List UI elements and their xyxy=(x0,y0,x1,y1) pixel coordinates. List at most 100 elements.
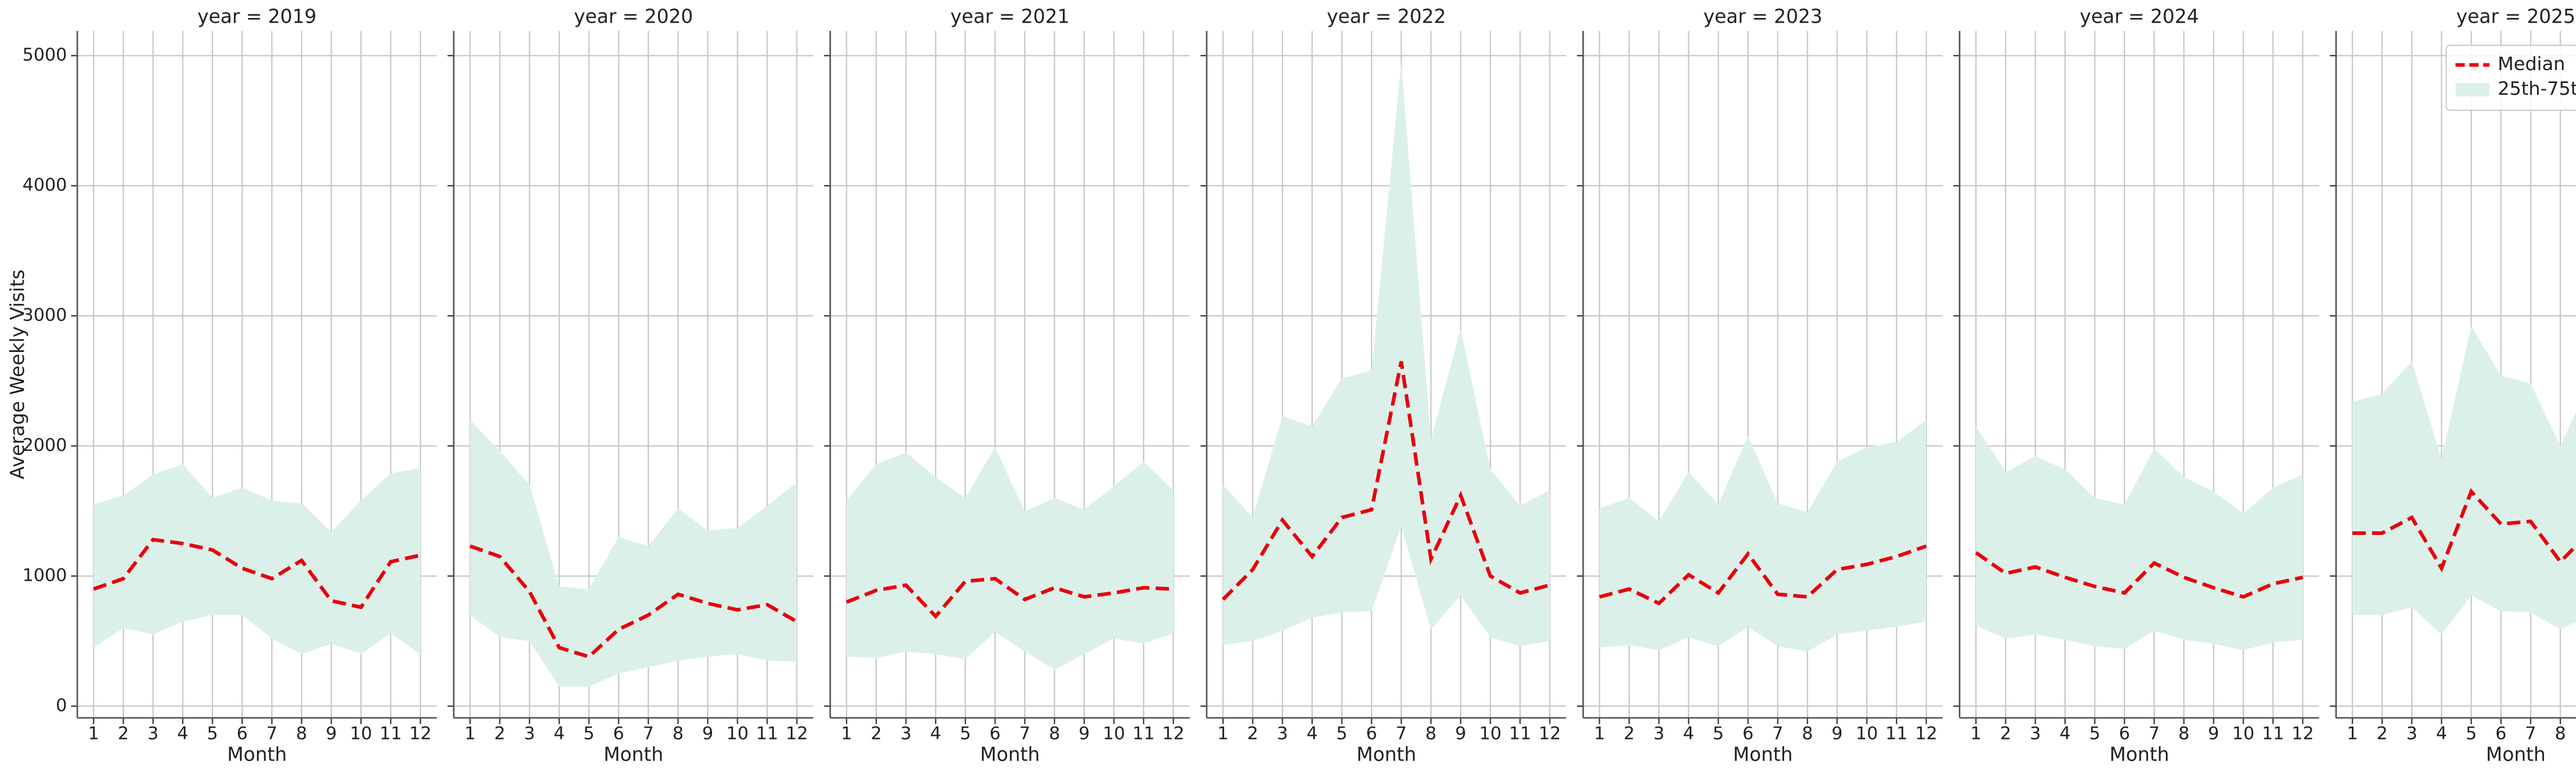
legend-label: 25th-75th Percentile xyxy=(2498,78,2576,99)
x-tick-label: 7 xyxy=(1396,724,1407,744)
x-tick-label: 6 xyxy=(990,724,1001,744)
panel-title: year = 2024 xyxy=(2080,6,2199,28)
median-line xyxy=(1222,361,1551,601)
x-tick-label: 5 xyxy=(960,724,971,744)
x-tick-label: 6 xyxy=(2119,724,2130,744)
panel-title: year = 2025 xyxy=(2456,6,2575,28)
x-tick-label: 10 xyxy=(1479,724,1501,744)
x-tick-label: 5 xyxy=(1713,724,1724,744)
x-tick-label: 6 xyxy=(1742,724,1754,744)
panel-title: year = 2022 xyxy=(1327,6,1446,28)
x-tick-label: 4 xyxy=(1683,724,1694,744)
x-tick-label: 5 xyxy=(207,724,218,744)
x-tick-label: 4 xyxy=(1307,724,1318,744)
x-axis-label: Month xyxy=(1357,744,1416,766)
x-tick-label: 8 xyxy=(1049,724,1060,744)
x-tick-label: 11 xyxy=(1509,724,1531,744)
y-tick-label: 0 xyxy=(56,695,67,716)
x-tick-label: 1 xyxy=(1594,724,1605,744)
panel-title: year = 2023 xyxy=(1703,6,1822,28)
percentile-band xyxy=(93,464,420,654)
x-tick-label: 1 xyxy=(841,724,852,744)
median-line xyxy=(1975,551,2303,599)
x-tick-label: 7 xyxy=(2148,724,2160,744)
x-tick-label: 6 xyxy=(236,724,248,744)
x-tick-label: 1 xyxy=(465,724,476,744)
x-tick-label: 9 xyxy=(1079,724,1090,744)
x-axis-label: Month xyxy=(227,744,287,766)
x-tick-label: 9 xyxy=(702,724,714,744)
x-tick-label: 7 xyxy=(643,724,654,744)
y-tick-label: 3000 xyxy=(22,305,67,325)
x-tick-label: 8 xyxy=(2178,724,2190,744)
x-tick-label: 8 xyxy=(1426,724,1437,744)
y-axis-label: Average Weekly Visits xyxy=(7,270,29,479)
x-tick-label: 1 xyxy=(1970,724,1981,744)
percentile-band xyxy=(846,447,1174,670)
x-tick-label: 3 xyxy=(524,724,535,744)
x-axis-label: Month xyxy=(980,744,1040,766)
x-tick-label: 8 xyxy=(672,724,684,744)
x-tick-label: 12 xyxy=(786,724,808,744)
x-tick-label: 8 xyxy=(1802,724,1813,744)
x-tick-label: 10 xyxy=(350,724,372,744)
x-tick-label: 1 xyxy=(88,724,99,744)
y-tick-label: 2000 xyxy=(22,435,67,456)
x-tick-label: 6 xyxy=(1366,724,1377,744)
x-tick-label: 6 xyxy=(2495,724,2506,744)
x-tick-label: 10 xyxy=(726,724,749,744)
x-tick-label: 10 xyxy=(2232,724,2255,744)
x-tick-label: 12 xyxy=(1162,724,1184,744)
median-line xyxy=(1599,544,1927,606)
x-tick-label: 4 xyxy=(2436,724,2447,744)
percentile-band xyxy=(1599,419,1926,652)
median-line xyxy=(845,577,1174,619)
x-tick-label: 8 xyxy=(2555,724,2566,744)
x-tick-label: 2 xyxy=(1623,724,1635,744)
panel-title: year = 2019 xyxy=(197,6,316,28)
x-tick-label: 9 xyxy=(326,724,337,744)
x-tick-label: 4 xyxy=(177,724,189,744)
panel-title: year = 2021 xyxy=(951,6,1070,28)
x-axis-label: Month xyxy=(1733,744,1793,766)
y-tick-label: 1000 xyxy=(22,565,67,585)
x-tick-label: 4 xyxy=(2059,724,2071,744)
x-tick-label: 9 xyxy=(1455,724,1466,744)
x-tick-label: 11 xyxy=(2262,724,2284,744)
x-tick-label: 12 xyxy=(1915,724,1937,744)
x-axis-label: Month xyxy=(2109,744,2169,766)
x-tick-label: 11 xyxy=(1132,724,1155,744)
x-tick-label: 7 xyxy=(2525,724,2536,744)
x-tick-label: 11 xyxy=(380,724,402,744)
x-tick-label: 7 xyxy=(1019,724,1030,744)
x-tick-label: 2 xyxy=(1247,724,1259,744)
x-tick-label: 2 xyxy=(2000,724,2011,744)
x-axis-label: Month xyxy=(604,744,664,766)
x-tick-label: 6 xyxy=(613,724,624,744)
x-tick-label: 9 xyxy=(2208,724,2219,744)
x-tick-label: 12 xyxy=(409,724,431,744)
x-tick-label: 2 xyxy=(118,724,129,744)
x-tick-label: 12 xyxy=(1539,724,1561,744)
y-tick-label: 5000 xyxy=(22,44,67,65)
x-axis-label: Month xyxy=(2486,744,2546,766)
x-tick-label: 10 xyxy=(1856,724,1878,744)
x-tick-label: 5 xyxy=(2089,724,2100,744)
x-tick-label: 3 xyxy=(2406,724,2418,744)
legend-swatch xyxy=(2455,83,2489,96)
percentile-band xyxy=(2352,326,2576,635)
median-line xyxy=(2352,488,2576,573)
percentile-band xyxy=(1223,62,1550,647)
x-tick-label: 3 xyxy=(901,724,912,744)
x-tick-label: 8 xyxy=(296,724,308,744)
x-tick-label: 1 xyxy=(2347,724,2358,744)
x-tick-label: 11 xyxy=(1886,724,1908,744)
y-tick-label: 4000 xyxy=(22,175,67,195)
x-tick-label: 2 xyxy=(871,724,882,744)
x-tick-label: 1 xyxy=(1217,724,1229,744)
x-tick-label: 10 xyxy=(1103,724,1125,744)
x-tick-label: 9 xyxy=(1832,724,1843,744)
x-tick-label: 3 xyxy=(1653,724,1665,744)
